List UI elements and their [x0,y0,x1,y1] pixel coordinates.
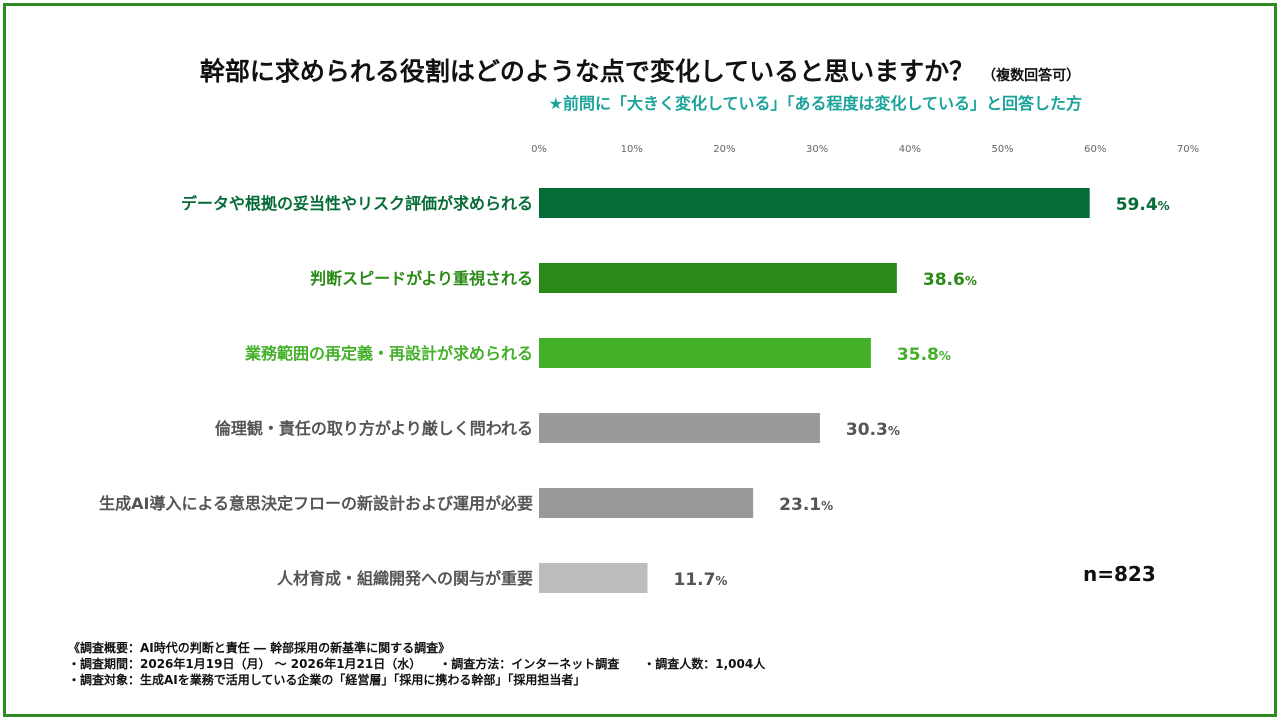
chart-title: 幹部に求められる役割はどのような点で変化していると思いますか？ （複数回答可） [0,52,1280,88]
data-label: 30.3% [846,420,900,440]
data-label: 35.8% [897,345,951,365]
x-tick-label: 10% [621,144,643,155]
footer-line-3: ・調査対象：生成AIを業務で活用している企業の「経営層」「採用に携わる幹部」「採… [68,673,586,687]
category-label: 人材育成・組織開発への関与が重要 [277,569,533,588]
survey-footer: 《調査概要：AI時代の判断と責任 ― 幹部採用の新基準に関する調査》 ・調査期間… [68,640,765,688]
data-label-unit: % [1158,199,1170,213]
data-label: 38.6% [923,270,977,290]
bar [539,338,871,368]
sample-size-label: n=823 [1083,562,1156,586]
category-label: 生成AI導入による意思決定フローの新設計および運用が必要 [99,494,533,513]
x-tick-label: 70% [1177,144,1199,155]
data-label-unit: % [888,424,900,438]
title-text: 幹部に求められる役割はどのような点で変化していると思いますか？ [199,57,975,86]
bar [539,413,820,443]
x-tick-label: 50% [991,144,1013,155]
data-label: 11.7% [673,570,727,590]
x-tick-label: 60% [1084,144,1106,155]
category-label: 判断スピードがより重視される [310,269,533,288]
data-label: 59.4% [1116,195,1170,215]
data-label-unit: % [821,499,833,513]
bar [539,488,754,518]
x-tick-label: 20% [713,144,735,155]
data-label-unit: % [965,274,977,288]
data-label-unit: % [715,574,727,588]
data-label-unit: % [939,349,951,363]
footer-line-1: 《調査概要：AI時代の判断と責任 ― 幹部採用の新基準に関する調査》 [68,641,451,655]
bar [539,188,1090,218]
bar [539,563,648,593]
chart-subtitle: ★前問に「大きく変化している」「ある程度は変化している」と回答した方 [548,94,1082,113]
title-note: （複数回答可） [982,68,1081,84]
category-label: 倫理観・責任の取り方がより厳しく問われる [215,419,533,438]
footer-line-2: ・調査期間：2026年1月19日（月） 〜 2026年1月21日（水） ・調査方… [68,657,766,671]
x-tick-label: 40% [899,144,921,155]
category-label: データや根拠の妥当性やリスク評価が求められる [181,194,533,213]
bar [539,263,897,293]
x-tick-label: 30% [806,144,828,155]
data-label: 23.1% [779,495,833,515]
x-tick-label: 0% [531,144,547,155]
category-label: 業務範囲の再定義・再設計が求められる [244,344,533,363]
